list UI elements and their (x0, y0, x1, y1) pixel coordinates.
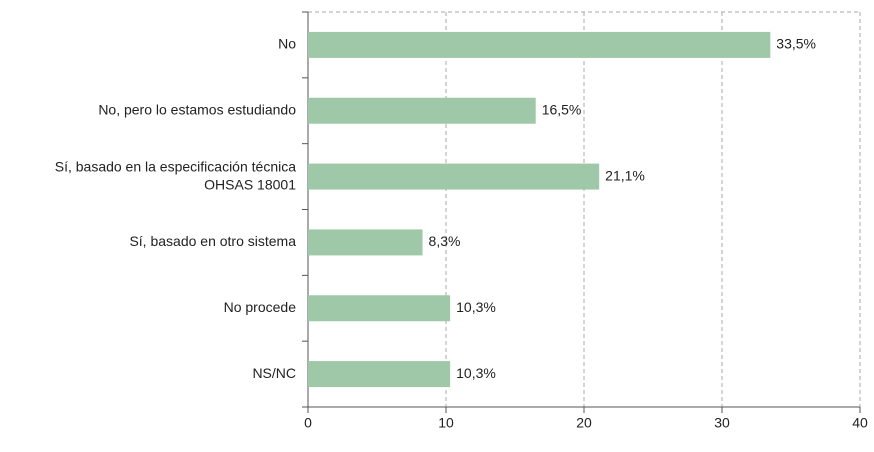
y-tick-label: NS/NC (252, 365, 296, 381)
bar (308, 229, 423, 256)
bar (308, 295, 451, 322)
bar (308, 361, 451, 388)
x-tick-label: 30 (714, 415, 730, 431)
value-label: 8,3% (429, 233, 461, 249)
bar (308, 97, 536, 124)
x-tick-label: 40 (852, 415, 868, 431)
bar (308, 163, 600, 190)
y-tick-label: No procede (224, 299, 297, 315)
x-tick-label: 20 (576, 415, 592, 431)
value-label: 10,3% (456, 365, 496, 381)
x-tick-label: 10 (438, 415, 454, 431)
y-tick-label: No (278, 36, 296, 52)
value-label: 16,5% (542, 101, 582, 117)
value-label: 33,5% (776, 36, 816, 52)
y-tick-label: Sí, basado en la especificación técnica O… (55, 158, 296, 192)
y-tick-label: No, pero lo estamos estudiando (98, 101, 296, 117)
x-tick-label: 0 (304, 415, 312, 431)
bar (308, 31, 771, 58)
y-tick-label: Sí, basado en otro sistema (129, 233, 296, 249)
value-label: 10,3% (456, 299, 496, 315)
value-label: 21,1% (605, 167, 645, 183)
